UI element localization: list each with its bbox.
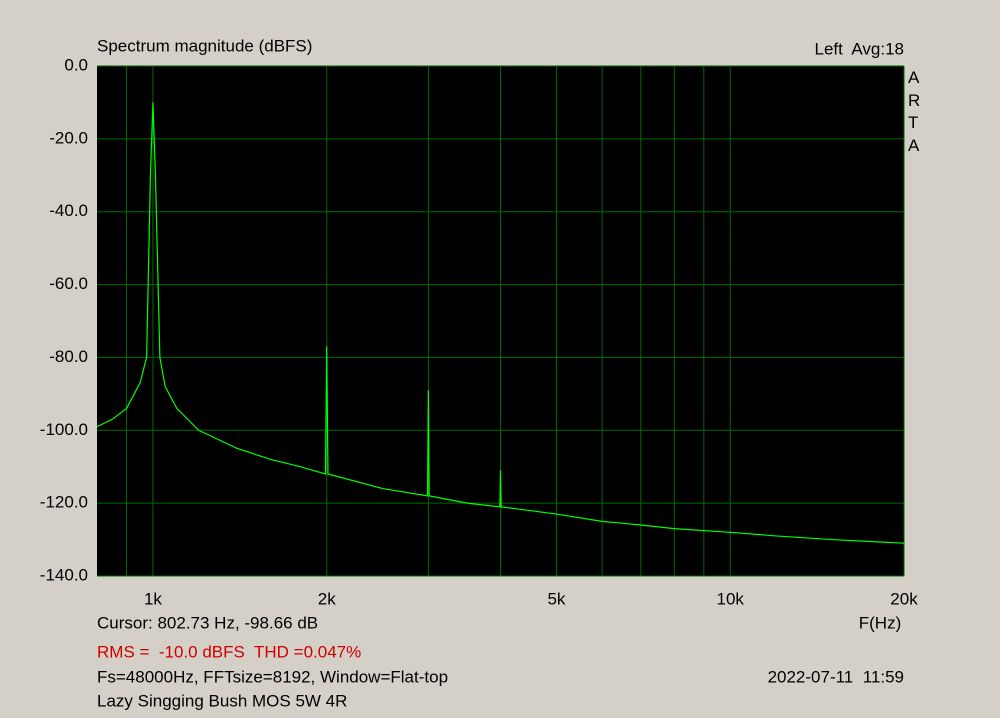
y-tick-label: -40.0 xyxy=(49,201,88,220)
x-axis-label: F(Hz) xyxy=(859,613,901,632)
spectrum-line xyxy=(96,102,905,544)
y-tick-label: -140.0 xyxy=(40,565,88,584)
y-tick-label: -120.0 xyxy=(40,493,88,512)
y-tick-label: -60.0 xyxy=(49,274,88,293)
timestamp: 2022-07-11 11:59 xyxy=(768,667,904,686)
y-tick-label: -100.0 xyxy=(40,420,88,439)
y-tick-label: -20.0 xyxy=(49,128,88,147)
y-tick-label: 0.0 xyxy=(64,55,88,74)
brand: ARTA xyxy=(908,68,921,155)
channel-info: Left Avg:18 xyxy=(815,39,904,58)
x-tick-label: 10k xyxy=(717,589,745,608)
cursor-readout: Cursor: 802.73 Hz, -98.66 dB xyxy=(97,613,318,632)
y-tick-label: -80.0 xyxy=(49,347,88,366)
x-tick-label: 5k xyxy=(547,589,565,608)
x-tick-label: 1k xyxy=(144,589,162,608)
settings: Fs=48000Hz, FFTsize=8192, Window=Flat-to… xyxy=(97,667,448,686)
x-tick-label: 20k xyxy=(890,589,918,608)
measurement: RMS = -10.0 dBFS THD =0.047% xyxy=(97,642,361,661)
device: Lazy Singging Bush MOS 5W 4R xyxy=(97,691,347,710)
x-tick-label: 2k xyxy=(318,589,336,608)
chart-title: Spectrum magnitude (dBFS) xyxy=(97,36,312,55)
